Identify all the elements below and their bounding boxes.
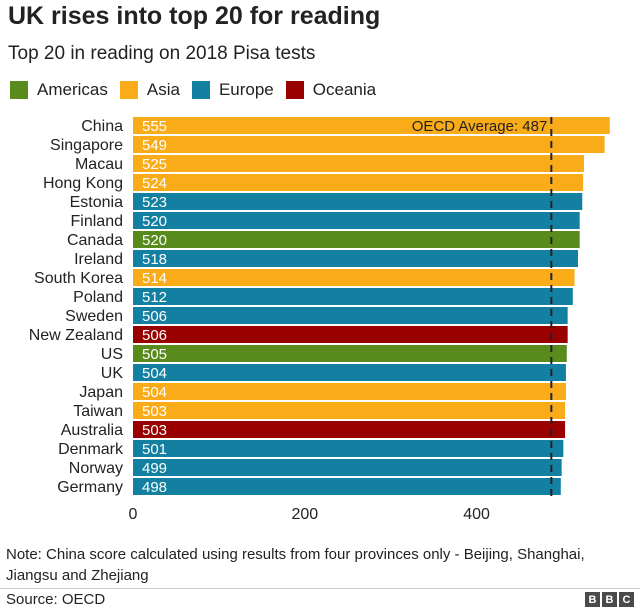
legend-item-europe: Europe: [191, 80, 274, 100]
category-label-ireland: Ireland: [74, 251, 123, 268]
value-label-us: 505: [142, 346, 167, 363]
legend-swatch-asia: [119, 81, 138, 99]
bar-canada: [133, 231, 580, 248]
bar-australia: [133, 421, 566, 438]
category-label-china: China: [81, 118, 123, 135]
bar-chart: China 555 Singapore 549 Macau 525 Hong Kong 524…: [29, 117, 610, 523]
category-label-sweden: Sweden: [65, 308, 123, 325]
bar-macau: [133, 155, 584, 172]
legend-swatch-americas: [10, 81, 28, 99]
value-label-china: 555: [142, 118, 167, 135]
category-label-hong-kong: Hong Kong: [43, 175, 123, 192]
bar-south-korea: [133, 269, 575, 286]
category-label-denmark: Denmark: [58, 441, 124, 458]
value-label-germany: 498: [142, 479, 167, 496]
legend-label-oceania: Oceania: [312, 80, 377, 99]
category-label-uk: UK: [101, 365, 124, 382]
legend-item-americas: Americas: [10, 80, 108, 100]
value-label-estonia: 523: [142, 194, 167, 211]
bar-uk: [133, 364, 566, 381]
value-label-finland: 520: [142, 213, 167, 230]
legend-item-oceania: Oceania: [285, 80, 377, 100]
chart-note: Note: China score calculated using resul…: [6, 546, 585, 584]
oecd-average-label: OECD Average: 487: [412, 118, 548, 135]
category-label-germany: Germany: [57, 479, 123, 496]
value-label-new-zealand: 506: [142, 327, 167, 344]
value-label-hong-kong: 524: [142, 175, 167, 192]
category-label-singapore: Singapore: [50, 137, 123, 154]
value-label-australia: 503: [142, 422, 167, 439]
bar-hong-kong: [133, 174, 584, 191]
value-label-macau: 525: [142, 156, 167, 173]
bar-ireland: [133, 250, 578, 267]
legend-swatch-oceania: [285, 81, 304, 99]
bbc-logo-block: B: [602, 592, 617, 607]
category-label-finland: Finland: [71, 213, 123, 230]
bar-china: [133, 117, 610, 134]
x-tick-label: 400: [463, 506, 490, 523]
category-label-macau: Macau: [75, 156, 123, 173]
x-tick-label: 0: [129, 506, 138, 523]
category-label-us: US: [101, 346, 123, 363]
bar-singapore: [133, 136, 605, 153]
value-label-ireland: 518: [142, 251, 167, 268]
category-label-japan: Japan: [79, 384, 123, 401]
source-text: Source: OECD: [6, 591, 106, 608]
bbc-logo-block: B: [585, 592, 600, 607]
legend-swatch-europe: [191, 81, 210, 99]
bar-germany: [133, 478, 561, 495]
value-label-norway: 499: [142, 460, 167, 477]
bar-finland: [133, 212, 580, 229]
value-label-south-korea: 514: [142, 270, 167, 287]
bbc-logo: B B C: [583, 592, 634, 607]
footer-divider: [0, 588, 640, 589]
category-label-norway: Norway: [69, 460, 123, 477]
bar-sweden: [133, 307, 568, 324]
legend: Americas Asia Europe Oceania: [10, 80, 388, 100]
legend-label-americas: Americas: [37, 80, 108, 99]
bar-poland: [133, 288, 573, 305]
chart-title: UK rises into top 20 for reading: [8, 2, 381, 30]
category-label-estonia: Estonia: [70, 194, 123, 211]
bar-new-zealand: [133, 326, 568, 343]
legend-item-asia: Asia: [119, 80, 180, 100]
category-label-taiwan: Taiwan: [73, 403, 123, 420]
bar-us: [133, 345, 567, 362]
category-label-australia: Australia: [61, 422, 123, 439]
value-label-denmark: 501: [142, 441, 167, 458]
value-label-singapore: 549: [142, 137, 167, 154]
value-label-poland: 512: [142, 289, 167, 306]
bar-taiwan: [133, 402, 566, 419]
value-label-japan: 504: [142, 384, 167, 401]
bar-estonia: [133, 193, 583, 210]
category-label-new-zealand: New Zealand: [29, 327, 123, 344]
value-label-uk: 504: [142, 365, 167, 382]
bar-norway: [133, 459, 562, 476]
chart-subtitle: Top 20 in reading on 2018 Pisa tests: [8, 43, 316, 64]
bar-japan: [133, 383, 566, 400]
legend-label-europe: Europe: [218, 80, 274, 99]
bbc-logo-block: C: [619, 592, 634, 607]
value-label-sweden: 506: [142, 308, 167, 325]
bar-denmark: [133, 440, 564, 457]
category-label-canada: Canada: [67, 232, 123, 249]
value-label-taiwan: 503: [142, 403, 167, 420]
category-label-poland: Poland: [73, 289, 123, 306]
value-label-canada: 520: [142, 232, 167, 249]
category-label-south-korea: South Korea: [34, 270, 123, 287]
x-tick-label: 200: [291, 506, 318, 523]
legend-label-asia: Asia: [146, 80, 180, 99]
